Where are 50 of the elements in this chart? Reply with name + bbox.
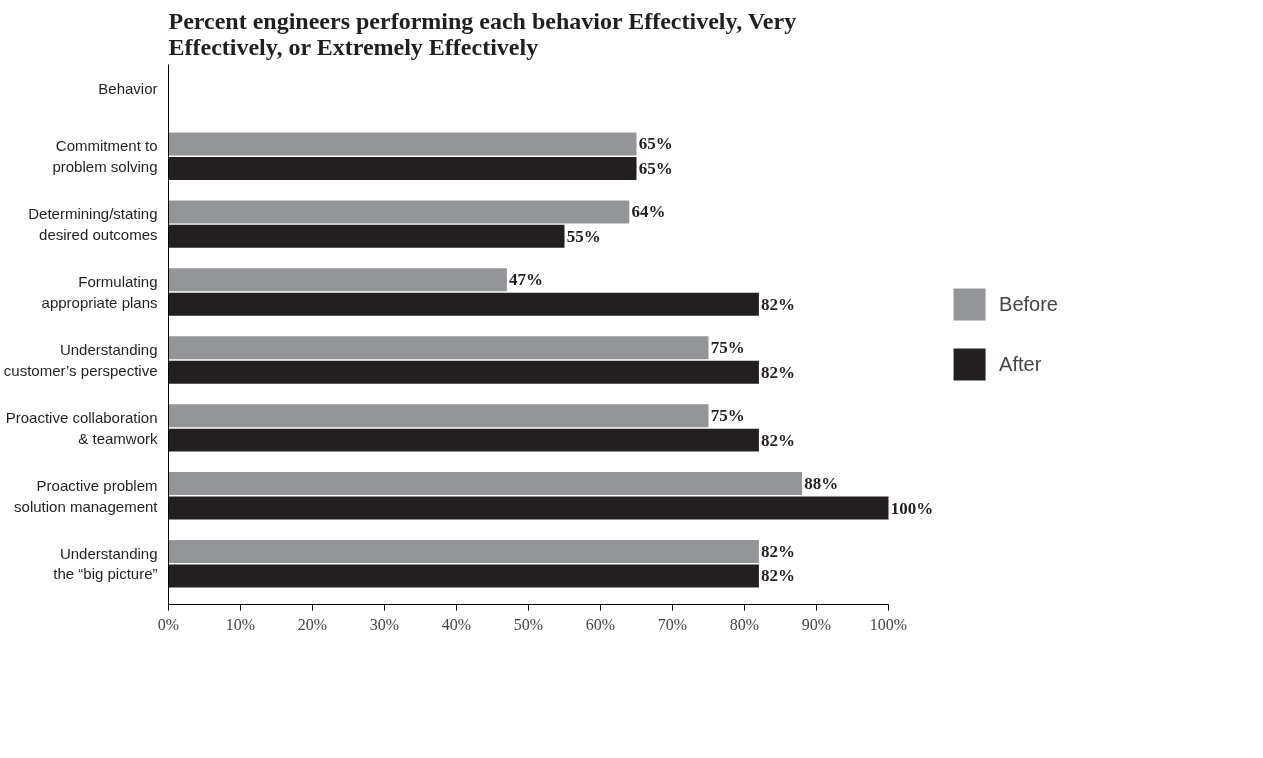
y-tick-label: Understanding the “big picture”	[53, 545, 158, 583]
data-label: 82%	[761, 362, 796, 382]
bar	[168, 336, 709, 360]
bar	[168, 132, 637, 156]
y-axis-title: Behavior	[98, 79, 158, 97]
data-label: 64%	[631, 202, 666, 222]
y-tick-label: Proactive collaboration & teamwork	[5, 409, 158, 447]
y-tick-label: Commitment to problem solving	[52, 137, 158, 175]
x-tick-label: 90%	[801, 615, 832, 633]
bar	[168, 268, 507, 292]
bar	[168, 224, 565, 248]
x-tick-label: 100%	[869, 615, 908, 633]
bar	[168, 292, 759, 316]
x-tick-label: 50%	[513, 615, 544, 633]
legend-label: Before	[999, 292, 1058, 316]
bar	[168, 156, 637, 180]
bar	[168, 540, 759, 564]
data-label: 88%	[804, 474, 839, 494]
legend-label: After	[999, 352, 1042, 376]
x-tick-label: 40%	[441, 615, 472, 633]
x-tick-label: 30%	[369, 615, 400, 633]
x-tick-label: 0%	[157, 615, 180, 633]
data-label: 47%	[509, 270, 544, 290]
data-label: 82%	[761, 566, 796, 586]
data-label: 82%	[761, 294, 796, 314]
x-tick-label: 20%	[297, 615, 328, 633]
data-label: 55%	[566, 226, 601, 246]
chart-title: Percent engineers performing each behavior Effectively, Very Effectively, or Extremely Effectively	[168, 7, 797, 60]
bar	[168, 472, 803, 496]
y-tick-label: Proactive problem solution management	[14, 477, 159, 515]
x-tick-label: 70%	[657, 615, 688, 633]
data-label: 65%	[638, 158, 673, 178]
bar	[168, 404, 709, 428]
data-label: 75%	[710, 406, 745, 426]
data-label: 82%	[761, 430, 796, 450]
data-label: 82%	[761, 542, 796, 562]
bar	[168, 360, 759, 384]
x-tick-label: 10%	[225, 615, 256, 633]
y-tick-label: Formulating appropriate plans	[41, 273, 158, 311]
bar	[168, 496, 889, 520]
bar	[168, 564, 759, 588]
y-tick-label: Understanding customer’s perspective	[3, 341, 158, 379]
x-tick-label: 60%	[585, 615, 616, 633]
bar	[168, 200, 630, 224]
bar	[168, 428, 759, 452]
x-tick-label: 80%	[729, 615, 760, 633]
data-label: 65%	[638, 134, 673, 154]
data-label: 100%	[890, 498, 934, 518]
y-tick-label: Determining/stating desired outcomes	[28, 205, 158, 243]
data-label: 75%	[710, 338, 745, 358]
